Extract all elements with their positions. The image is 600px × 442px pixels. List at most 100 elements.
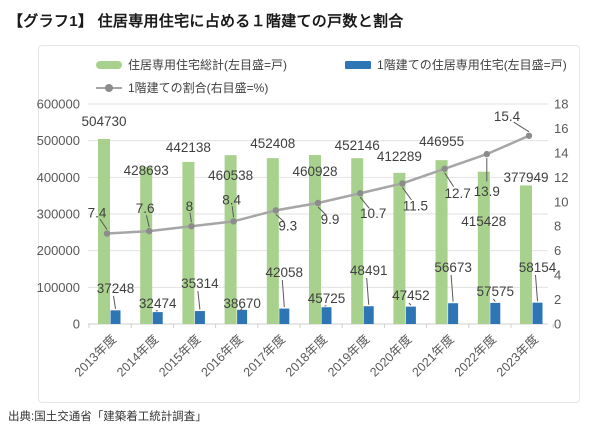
right-axis-tick-label: 0: [554, 317, 561, 332]
x-axis-category-label: 2018年度: [282, 331, 330, 379]
total-value-label: 442138: [166, 140, 211, 155]
bar-total: [224, 155, 237, 324]
ratio-line-marker: [230, 218, 237, 225]
x-axis-category-label: 2015年度: [156, 331, 204, 379]
ratio-line-marker: [146, 227, 153, 235]
x-axis-category-label: 2022年度: [451, 331, 499, 379]
ratio-value-label: 9.9: [321, 212, 340, 227]
legend-item-one-story: 1階建ての住居専用住宅(左目盛=戸): [345, 56, 567, 73]
bar-total: [266, 158, 279, 324]
x-axis-category-label: 2017年度: [240, 331, 288, 379]
total-value-label: 460928: [292, 164, 337, 179]
ratio-line-marker: [525, 132, 533, 139]
left-axis-tick-label: 400000: [37, 170, 80, 185]
source-note: 出典:国土交通省「建築着工統計調査」: [8, 411, 207, 423]
total-value-label: 412289: [377, 149, 422, 164]
ratio-line-marker: [188, 223, 195, 230]
one-story-value-label: 57575: [477, 284, 515, 299]
label-leader-line: [366, 277, 370, 305]
bar-total: [351, 158, 364, 324]
chart-card: [38, 45, 580, 403]
bar-one-story: [110, 310, 121, 324]
label-leader-line: [281, 279, 285, 308]
total-value-label: 504730: [81, 114, 126, 129]
total-value-label: 377949: [503, 170, 548, 185]
bar-one-story: [152, 312, 163, 324]
left-axis-tick-label: 300000: [37, 207, 80, 222]
label-leader-line: [317, 206, 327, 216]
total-value-label: 452146: [335, 138, 380, 153]
one-story-value-label: 42058: [266, 265, 304, 280]
ratio-value-label: 7.4: [88, 206, 107, 221]
label-leader-line: [401, 187, 412, 201]
label-leader-line: [239, 308, 243, 312]
bar-one-story: [194, 311, 205, 324]
bar-total: [140, 166, 153, 324]
label-leader-line: [513, 121, 530, 133]
right-axis-tick-label: 8: [554, 219, 561, 234]
x-axis-category-label: 2020年度: [367, 331, 415, 379]
one-story-value-label: 56673: [434, 260, 472, 275]
left-axis-tick-label: 0: [73, 317, 80, 332]
bar-one-story: [237, 309, 248, 324]
one-story-value-label: 35314: [181, 276, 219, 291]
chart-legend: 住居専用住宅総計(左目盛=戸) 1階建ての住居専用住宅(左目盛=戸) 1階建ての…: [96, 56, 567, 96]
ratio-line-marker: [399, 180, 406, 187]
legend-label-ratio: 1階建ての割合(右目盛=%): [128, 81, 269, 95]
ratio-value-label: 9.3: [278, 218, 297, 233]
ratio-line-marker: [483, 150, 490, 158]
bar-one-story: [321, 307, 332, 324]
page-title: 【グラフ1】 住居専用住宅に占める１階建ての戸数と割合: [8, 13, 404, 30]
right-axis-tick-label: 2: [554, 292, 561, 307]
label-leader-line: [197, 290, 201, 310]
label-leader-line: [231, 206, 235, 218]
bar-total: [309, 154, 321, 324]
bar-total: [98, 138, 110, 324]
total-value-label: 460538: [208, 168, 253, 183]
ratio-value-label: 8.4: [222, 192, 241, 207]
one-story-value-label: 48491: [350, 263, 388, 278]
bar-one-story: [490, 302, 501, 324]
ratio-value-label: 8: [186, 199, 194, 214]
ratio-line-marker: [314, 199, 322, 207]
ratio-value-label: 11.5: [403, 198, 428, 213]
one-story-value-label: 47452: [392, 288, 430, 303]
bar-total: [477, 171, 490, 324]
label-leader-line: [408, 302, 412, 306]
bar-total: [520, 185, 532, 324]
x-axis-category-label: 2013年度: [71, 331, 119, 379]
bar-one-story: [405, 306, 416, 324]
x-axis-category-label: 2014年度: [113, 331, 161, 379]
label-leader-line: [99, 218, 108, 230]
total-value-label: 446955: [419, 134, 464, 149]
ratio-value-label: 15.4: [494, 109, 521, 124]
right-axis-tick-label: 12: [554, 170, 568, 185]
legend-label-total: 住居専用住宅総計(左目盛=戸): [128, 58, 288, 72]
one-story-value-label: 58154: [519, 260, 557, 275]
label-leader-line: [492, 298, 496, 302]
left-axis-tick-label: 100000: [37, 280, 80, 295]
right-axis-tick-label: 18: [554, 97, 568, 112]
one-story-value-label: 37248: [97, 281, 135, 296]
label-leader-line: [535, 274, 538, 302]
legend-row-1: 住居専用住宅総計(左目盛=戸) 1階建ての住居専用住宅(左目盛=戸): [96, 56, 567, 73]
label-leader-line: [444, 172, 455, 188]
bar-total: [393, 172, 406, 324]
line-marker-swatch-icon: [96, 83, 122, 93]
bar-total: [435, 160, 448, 324]
left-axis-tick-label: 200000: [37, 243, 80, 258]
bar-one-story: [532, 302, 543, 324]
x-axis-category-label: 2023年度: [493, 331, 541, 379]
legend-row-2: 1階建ての割合(右目盛=%): [96, 79, 567, 96]
legend-item-total: 住居専用住宅総計(左目盛=戸): [96, 56, 287, 73]
ratio-line-marker: [441, 165, 448, 172]
x-axis-category-label: 2021年度: [409, 331, 457, 379]
left-axis-tick-label: 500000: [37, 133, 80, 148]
blue-bar-swatch-icon: [345, 60, 372, 69]
label-leader-line: [189, 212, 192, 223]
ratio-value-label: 7.6: [136, 201, 155, 216]
one-story-value-label: 45725: [308, 291, 346, 306]
bar-total: [182, 161, 195, 324]
ratio-line-marker: [357, 190, 364, 197]
